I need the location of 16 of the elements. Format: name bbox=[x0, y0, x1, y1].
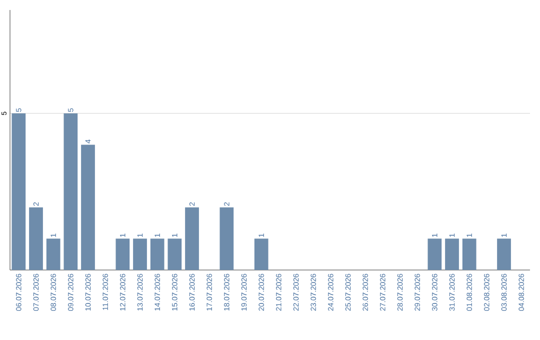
bar bbox=[29, 207, 43, 270]
bar bbox=[428, 238, 442, 270]
bar bbox=[64, 113, 78, 270]
bar bbox=[168, 238, 182, 270]
bar bbox=[150, 238, 164, 270]
bar bbox=[133, 238, 147, 270]
bar bbox=[116, 238, 130, 270]
bar bbox=[185, 207, 199, 270]
bar bbox=[497, 238, 511, 270]
bar bbox=[445, 238, 459, 270]
bar bbox=[462, 238, 476, 270]
bar bbox=[254, 238, 268, 270]
bar bbox=[81, 144, 95, 270]
bar bbox=[220, 207, 234, 270]
bar bbox=[46, 238, 60, 270]
bar bbox=[12, 113, 26, 270]
